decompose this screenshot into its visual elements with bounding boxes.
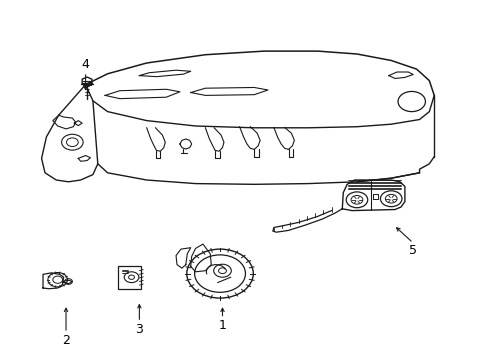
Text: 5: 5 <box>408 244 416 257</box>
Text: 4: 4 <box>81 58 89 71</box>
Text: 1: 1 <box>218 319 226 332</box>
Text: 2: 2 <box>62 334 70 347</box>
Text: 3: 3 <box>135 323 143 336</box>
